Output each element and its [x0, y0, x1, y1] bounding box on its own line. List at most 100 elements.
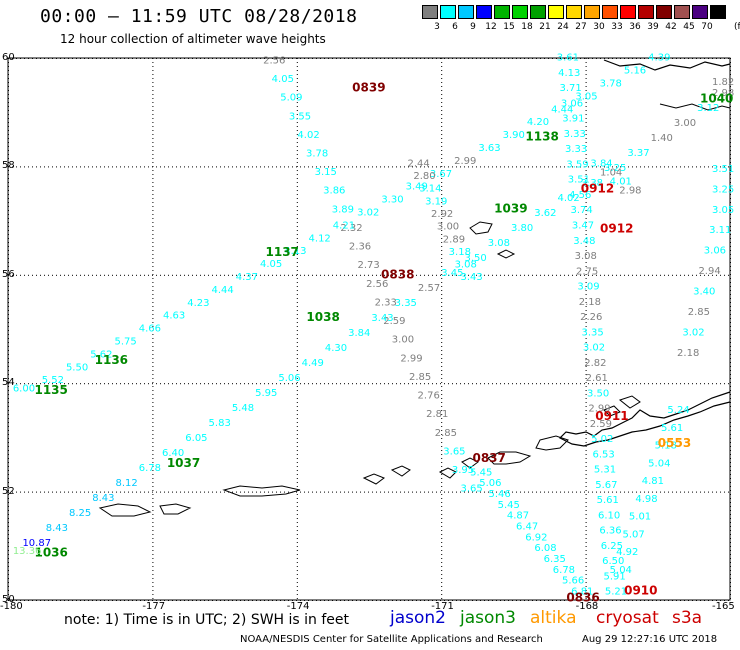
grid-dot — [68, 274, 69, 276]
grid-dot — [724, 600, 725, 601]
grid-dot — [472, 166, 473, 168]
grid-dot — [730, 278, 731, 279]
grid-dot — [152, 398, 154, 399]
grid-dot — [441, 98, 443, 99]
grid-dot — [152, 274, 153, 276]
grid-dot — [296, 114, 298, 115]
grid-dot — [568, 600, 569, 601]
grid-dot — [248, 274, 249, 276]
grid-dot — [296, 230, 298, 231]
grid-dot — [441, 134, 443, 135]
grid-dot — [152, 554, 154, 555]
grid-dot — [596, 274, 597, 276]
grid-dot — [540, 491, 541, 493]
grid-dot — [584, 383, 585, 385]
grid-dot — [188, 58, 189, 59]
grid-dot — [720, 491, 721, 493]
grid-dot — [296, 170, 298, 171]
grid-dot — [730, 466, 731, 467]
grid-dot — [296, 150, 298, 151]
grid-dot — [224, 383, 225, 385]
latitude-tick-label: 54 — [2, 377, 15, 389]
grid-dot — [352, 166, 353, 168]
grid-dot — [60, 383, 61, 385]
grid-dot — [296, 70, 298, 71]
wave-height-value: 6.47 — [516, 522, 538, 533]
wave-height-value: 4.98 — [635, 494, 657, 505]
grid-dot — [608, 600, 609, 601]
grid-dot — [296, 600, 297, 601]
grid-dot — [152, 334, 154, 335]
grid-dot — [360, 600, 361, 601]
grid-dot — [441, 442, 443, 443]
grid-dot — [441, 382, 443, 383]
grid-dot — [632, 58, 633, 59]
grid-dot — [152, 118, 154, 119]
grid-dot — [208, 383, 209, 385]
grid-dot — [32, 600, 33, 601]
grid-dot — [441, 378, 443, 379]
grid-dot — [296, 386, 298, 387]
grid-dot — [8, 338, 9, 339]
grid-dot — [585, 150, 587, 151]
grid-dot — [152, 62, 154, 63]
grid-dot — [441, 470, 443, 471]
grid-dot — [152, 390, 154, 391]
grid-dot — [585, 586, 587, 587]
latitude-tick-label: 60 — [2, 52, 15, 63]
grid-dot — [580, 600, 581, 601]
grid-dot — [628, 274, 629, 276]
grid-dot — [468, 166, 469, 168]
grid-dot — [188, 491, 189, 493]
grid-dot — [560, 274, 561, 276]
grid-dot — [632, 274, 633, 276]
grid-dot — [8, 490, 9, 491]
grid-dot — [284, 58, 285, 59]
grid-dot — [244, 274, 245, 276]
wave-height-value: 3.95 — [452, 465, 474, 476]
grid-dot — [148, 383, 149, 385]
grid-dot — [8, 234, 9, 235]
grid-dot — [528, 600, 529, 601]
grid-dot — [616, 383, 617, 385]
grid-dot — [8, 526, 9, 527]
grid-dot — [720, 383, 721, 385]
wave-height-value: 2.98 — [712, 88, 734, 99]
grid-dot — [152, 326, 154, 327]
grid-dot — [668, 600, 669, 601]
grid-dot — [730, 350, 731, 351]
legend-label: 45 — [683, 22, 695, 32]
grid-dot — [220, 600, 221, 601]
grid-dot — [192, 491, 193, 493]
grid-dot — [484, 166, 485, 168]
grid-dot — [8, 486, 9, 487]
grid-dot — [152, 182, 154, 183]
grid-dot — [441, 286, 443, 287]
latitude-tick-label: 52 — [2, 485, 15, 497]
grid-dot — [80, 383, 81, 385]
grid-dot — [692, 58, 693, 59]
grid-dot — [236, 274, 237, 276]
grid-dot — [292, 383, 293, 385]
grid-dot — [8, 383, 9, 385]
wave-height-value: 2.85 — [409, 372, 431, 383]
grid-dot — [380, 166, 381, 168]
grid-dot — [300, 600, 301, 601]
grid-dot — [176, 600, 177, 601]
grid-dot — [588, 491, 589, 493]
grid-dot — [720, 58, 721, 59]
grid-dot — [360, 491, 361, 493]
grid-dot — [284, 600, 285, 601]
grid-dot — [132, 491, 133, 493]
grid-dot — [8, 378, 9, 379]
grid-dot — [268, 491, 269, 493]
grid-dot — [441, 406, 443, 407]
grid-dot — [464, 383, 465, 385]
grid-dot — [60, 58, 61, 59]
grid-dot — [280, 491, 281, 493]
grid-dot — [372, 491, 373, 493]
grid-dot — [724, 166, 725, 168]
wave-height-value: 6.10 — [598, 510, 620, 521]
grid-dot — [296, 306, 298, 307]
grid-dot — [585, 206, 587, 207]
